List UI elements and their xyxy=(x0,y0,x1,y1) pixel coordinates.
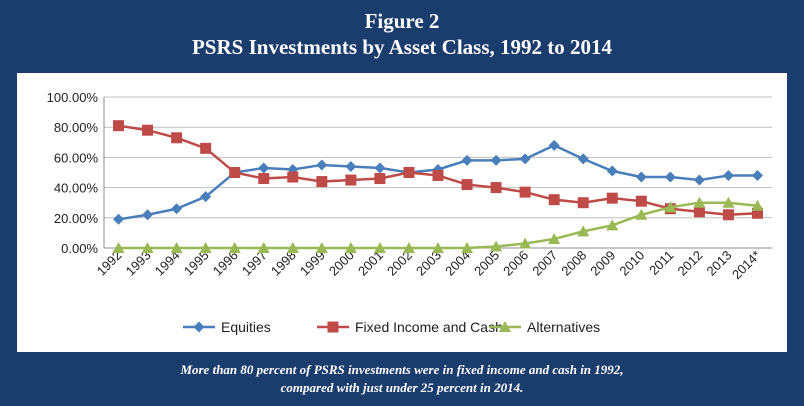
alternatives-point xyxy=(461,242,474,253)
alternatives-point xyxy=(373,242,386,253)
legend-label-equities: Equities xyxy=(221,319,271,335)
equities-point xyxy=(693,174,705,186)
alternatives-point xyxy=(432,242,444,253)
equities-point xyxy=(113,213,125,225)
fixed-income-and-cash-point xyxy=(287,171,299,183)
figure-number: Figure 2 xyxy=(364,9,440,33)
fixed-income-and-cash-point xyxy=(751,207,763,219)
equities-point xyxy=(142,209,154,221)
x-tick-label: 2010 xyxy=(616,248,647,279)
fixed-income-and-cash-point xyxy=(548,194,560,206)
fixed-income-and-cash-point xyxy=(200,142,212,154)
alternatives-point xyxy=(170,242,183,253)
fixed-income-and-cash-point xyxy=(722,209,734,221)
alternatives-point xyxy=(751,199,764,211)
fixed-income-and-cash-point xyxy=(461,179,473,191)
fixed-income-and-cash-point xyxy=(345,174,357,186)
fixed-income-and-cash-point xyxy=(519,186,531,198)
alternatives-point xyxy=(722,196,735,208)
x-tick-label: 2012 xyxy=(674,248,705,279)
x-tick-label: 2014* xyxy=(729,248,764,283)
alternatives-point xyxy=(228,242,241,253)
alternatives-point xyxy=(257,242,270,253)
alternatives-point xyxy=(519,237,532,249)
equities-point xyxy=(374,162,386,174)
equities-point xyxy=(432,163,444,175)
fixed-income-and-cash-point xyxy=(577,197,589,209)
equities-point xyxy=(258,162,270,174)
x-axis-ticks: 1992199319941995199619971998199920002001… xyxy=(94,248,764,283)
caption-line-2: compared with just under 25 percent in 2… xyxy=(280,380,524,395)
alternatives-point xyxy=(635,208,648,220)
equities-point xyxy=(171,203,183,215)
legend: Equities Fixed Income and Cash Alternative… xyxy=(183,319,600,335)
x-tick-label: 2007 xyxy=(529,248,560,279)
alternatives-point xyxy=(199,242,212,253)
y-tick-label: 40.00% xyxy=(54,181,99,196)
equities-point xyxy=(345,160,357,172)
fixed-income-and-cash-point xyxy=(229,167,241,178)
y-tick-label: 100.00% xyxy=(47,90,99,105)
legend-marker-alternatives xyxy=(499,321,511,332)
equities-point xyxy=(461,154,473,166)
alternatives-point xyxy=(693,196,706,208)
fixed-income-and-cash-point xyxy=(403,167,415,178)
fixed-income-and-cash-point xyxy=(374,173,386,185)
equities-point xyxy=(722,170,734,182)
legend-label-alternatives: Alternatives xyxy=(527,319,600,335)
alternatives-point xyxy=(577,225,590,237)
alternatives-point xyxy=(344,242,357,253)
equities-point xyxy=(548,139,560,151)
equities-point xyxy=(200,191,212,203)
legend-marker-fixed-income-and-cash xyxy=(327,321,339,333)
series-layer xyxy=(112,120,764,253)
line-chart: 0.00% 20.00% 40.00% 60.00% 80.00% 100.00% 199… xyxy=(47,90,772,335)
alternatives-point xyxy=(112,242,125,253)
alternatives-point xyxy=(490,240,503,252)
y-tick-label: 0.00% xyxy=(61,241,98,256)
alternatives-point xyxy=(141,242,154,253)
legend-marker-equities xyxy=(193,321,205,333)
equities-point xyxy=(606,165,618,177)
alternatives-point xyxy=(606,219,619,231)
equities-point xyxy=(664,171,676,183)
x-tick-label: 2011 xyxy=(646,248,676,278)
legend-label-fixed-income-and-cash: Fixed Income and Cash xyxy=(355,319,503,335)
alternatives-point xyxy=(315,242,328,253)
fixed-income-and-cash-point xyxy=(606,192,618,204)
fixed-income-and-cash-point xyxy=(693,206,705,218)
y-tick-label: 80.00% xyxy=(54,120,99,135)
fixed-income-and-cash-point xyxy=(171,132,183,144)
alternatives-point xyxy=(664,201,677,213)
y-tick-label: 60.00% xyxy=(54,150,99,165)
y-axis-ticks: 0.00% 20.00% 40.00% 60.00% 80.00% 100.00% xyxy=(47,90,99,256)
caption-line-1: More than 80 percent of PSRS investments… xyxy=(180,362,624,377)
equities-point xyxy=(490,154,502,166)
equities-point xyxy=(577,153,589,165)
equities-point xyxy=(519,153,531,165)
x-tick-label: 2009 xyxy=(587,248,618,279)
x-tick-label: 2006 xyxy=(500,248,531,279)
equities-point xyxy=(316,159,328,171)
y-tick-label: 20.00% xyxy=(54,211,99,226)
fixed-income-and-cash-point xyxy=(316,176,328,188)
chart-title: PSRS Investments by Asset Class, 1992 to… xyxy=(191,35,613,59)
x-tick-label: 2005 xyxy=(471,248,502,279)
x-tick-label: 2008 xyxy=(558,248,589,279)
fixed-income-and-cash-point xyxy=(113,120,125,132)
fixed-income-and-cash-point xyxy=(258,173,270,185)
fixed-income-and-cash-point xyxy=(635,195,647,207)
alternatives-point xyxy=(548,232,561,244)
alternatives-point xyxy=(286,242,299,253)
alternatives-point xyxy=(402,242,415,253)
fixed-income-and-cash-point xyxy=(142,124,154,136)
equities-point xyxy=(287,163,299,175)
equities-point xyxy=(635,171,647,183)
alternatives-line xyxy=(118,201,758,250)
fixed-income-and-cash-point xyxy=(432,170,444,182)
equities-point xyxy=(751,170,763,182)
chart-panel: 0.00% 20.00% 40.00% 60.00% 80.00% 100.00% 199… xyxy=(17,73,787,352)
fixed-income-and-cash-point xyxy=(490,182,502,194)
x-tick-label: 2013 xyxy=(703,248,734,279)
